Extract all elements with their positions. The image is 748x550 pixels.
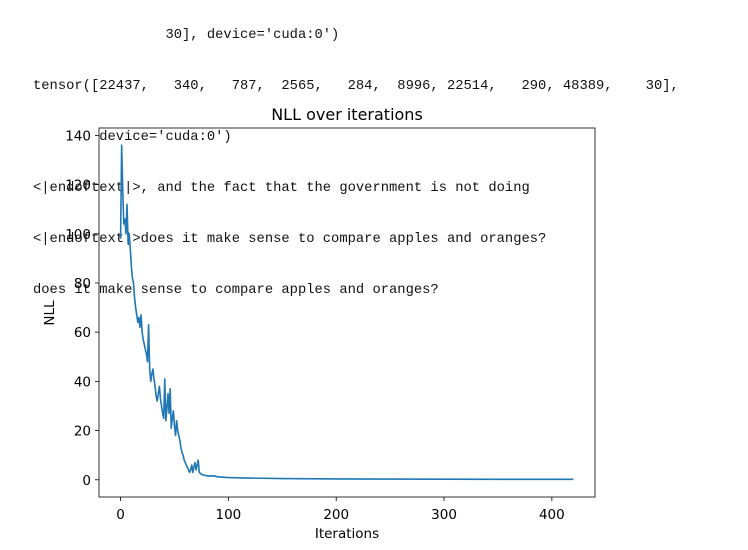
y-axis-ticks: 0 20 40 60 80 100 120 140	[65, 128, 99, 489]
y-tick-label: 80	[74, 276, 91, 292]
x-tick-label: 400	[539, 507, 565, 523]
x-axis-label: Iterations	[315, 526, 379, 542]
y-tick-label: 0	[82, 473, 91, 489]
output-line: <|endoftext|>does it make sense to compa…	[33, 232, 547, 247]
cell-output-text: 30], device='cuda:0') tensor([22437, 340…	[33, 0, 679, 316]
y-tick-label: 40	[74, 374, 91, 390]
y-tick-label: 140	[65, 128, 91, 144]
output-line: tensor([22437, 340, 787, 2565, 284, 8996…	[33, 79, 679, 94]
x-tick-label: 0	[116, 507, 125, 523]
y-tick-label: 20	[74, 424, 91, 440]
nll-series-line	[119, 144, 574, 481]
plot-area-frame	[98, 127, 596, 498]
y-tick-label: 120	[65, 178, 91, 194]
output-line: <|endoftext|>, and the fact that the gov…	[33, 181, 530, 196]
x-tick-label: 200	[323, 507, 349, 523]
output-line: device='cuda:0')	[33, 130, 232, 145]
x-axis-ticks: 0 100 200 300 400	[116, 497, 565, 523]
output-line: does it make sense to compare apples and…	[33, 283, 439, 298]
x-tick-label: 300	[431, 507, 457, 523]
x-tick-label: 100	[216, 507, 242, 523]
y-tick-label: 100	[65, 227, 91, 243]
chart-title: NLL over iterations	[271, 105, 423, 124]
output-line: 30], device='cuda:0')	[33, 28, 340, 43]
y-tick-label: 60	[74, 325, 91, 341]
y-axis-label: NLL	[42, 300, 58, 326]
